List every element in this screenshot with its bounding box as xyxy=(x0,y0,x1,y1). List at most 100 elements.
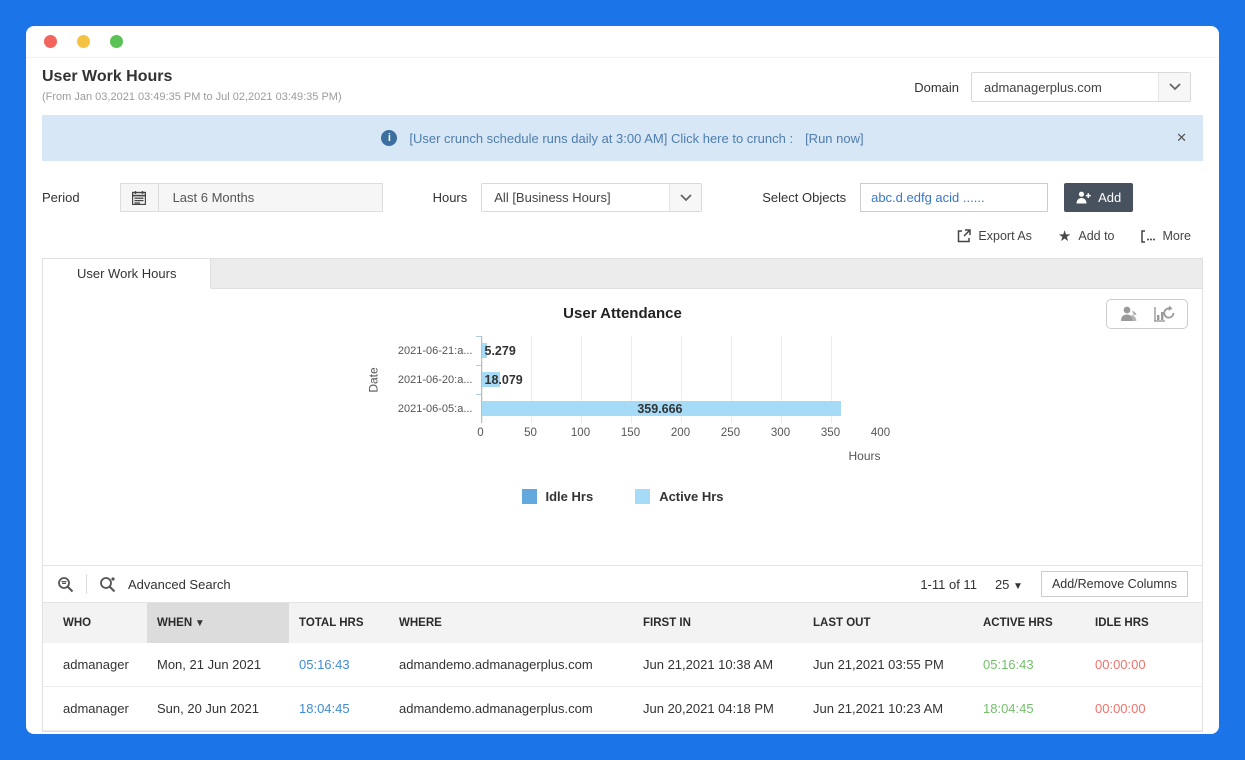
x-tick-label: 400 xyxy=(870,427,891,439)
legend-label: Active Hrs xyxy=(659,489,724,504)
tab-strip: User Work Hours xyxy=(43,259,1202,289)
x-tick-label: 0 xyxy=(477,427,484,439)
cell-idle_hrs: 00:00:00 xyxy=(1085,642,1202,687)
search-icon[interactable] xyxy=(57,576,74,593)
legend-swatch xyxy=(635,489,651,504)
chart-title: User Attendance xyxy=(563,305,682,322)
tab-user-work-hours[interactable]: User Work Hours xyxy=(43,259,212,289)
minimize-window-icon[interactable] xyxy=(77,35,90,48)
bar-value-label: 359.666 xyxy=(637,401,683,416)
period-picker[interactable]: Last 6 Months xyxy=(119,183,383,212)
column-header-active_hrs[interactable]: ACTIVE HRS xyxy=(973,602,1085,643)
x-axis-tick-labels: 0 50 100 150 200 250 300 350 400 xyxy=(477,427,890,443)
cell-active_hrs: 05:16:43 xyxy=(973,642,1085,687)
column-header-when[interactable]: WHEN ▼ xyxy=(147,602,289,643)
column-header-who[interactable]: WHO xyxy=(43,602,147,643)
tab-label: User Work Hours xyxy=(77,266,177,281)
cell-first_in: Jun 20,2021 04:18 PM xyxy=(633,686,803,731)
hours-select[interactable]: All [Business Hours] xyxy=(481,183,703,212)
banner-message: [User crunch schedule runs daily at 3:00… xyxy=(409,130,794,146)
table-header-row: WHO WHEN ▼ TOTAL HRS WHERE FIRST IN LAST OUT A… xyxy=(43,602,1202,643)
period-value: Last 6 Months xyxy=(172,190,255,205)
bar: 18.079 xyxy=(481,372,523,387)
person-add-icon xyxy=(1076,191,1091,204)
more-label: More xyxy=(1162,229,1191,243)
bar: 359.666 xyxy=(481,401,842,416)
x-tick-label: 100 xyxy=(570,427,591,439)
report-date-range: (From Jan 03,2021 03:49:35 PM to Jul 02,… xyxy=(42,91,342,103)
y-axis-tick-labels: 2021-06-21:a... 2021-06-20:a... 2021-06-05… xyxy=(383,336,481,423)
legend-label: Idle Hrs xyxy=(545,489,594,504)
column-header-last_out[interactable]: LAST OUT xyxy=(803,602,973,643)
calendar-icon xyxy=(121,184,159,211)
column-header-first_in[interactable]: FIRST IN xyxy=(633,602,803,643)
cell-first_in: Jun 21,2021 10:38 AM xyxy=(633,642,803,687)
select-objects-label: Select Objects xyxy=(762,190,847,205)
legend-swatch xyxy=(521,489,537,504)
chart-toolbar xyxy=(1106,299,1188,329)
table-row[interactable]: admanager Sun, 20 Jun 2021 18:04:45 admande… xyxy=(43,686,1202,731)
plot-area: 5.279 18.079 359.666 xyxy=(480,336,881,423)
bar-value-label: 5.279 xyxy=(484,343,516,358)
chart-section: User Attendance Date 2021-06-21:a... 2021… xyxy=(43,289,1202,565)
add-objects-button[interactable]: Add xyxy=(1064,183,1134,212)
bar: 5.279 xyxy=(481,343,516,358)
table-toolbar: Advanced Search 1-11 of 11 25 ▼ Add/Remo… xyxy=(43,565,1202,602)
pagination-info: 1-11 of 11 xyxy=(920,576,977,592)
x-tick-label: 150 xyxy=(620,427,641,439)
cell-idle_hrs: 00:00:00 xyxy=(1085,686,1202,731)
cell-when: Mon, 21 Jun 2021 xyxy=(147,642,289,687)
x-tick-label: 200 xyxy=(670,427,691,439)
maximize-window-icon[interactable] xyxy=(110,35,123,48)
more-button[interactable]: More xyxy=(1140,229,1191,243)
cell-who: admanager xyxy=(43,642,147,687)
cell-when: Sun, 20 Jun 2021 xyxy=(147,686,289,731)
more-icon xyxy=(1140,229,1156,243)
user-attendance-chart: Date 2021-06-21:a... 2021-06-20:a... 2021-… xyxy=(365,336,890,504)
period-label: Period xyxy=(42,190,80,205)
cell-active_hrs: 18:04:45 xyxy=(973,686,1085,731)
advanced-search-label[interactable]: Advanced Search xyxy=(128,576,231,592)
select-objects-input[interactable] xyxy=(860,183,1049,212)
chevron-down-icon xyxy=(669,184,702,211)
x-tick-label: 350 xyxy=(820,427,841,439)
crunch-info-banner: i [User crunch schedule runs daily at 3:… xyxy=(42,115,1203,161)
legend-item[interactable]: Idle Hrs xyxy=(521,489,594,504)
domain-selected-value: admanagerplus.com xyxy=(984,79,1102,95)
export-as-button[interactable]: Export As xyxy=(957,229,1032,243)
page-size-select[interactable]: 25 ▼ xyxy=(995,577,1023,592)
column-header-idle_hrs[interactable]: IDLE HRS xyxy=(1085,602,1202,643)
x-axis-label: Hours xyxy=(848,449,881,463)
table-row[interactable]: admanager Mon, 21 Jun 2021 05:16:43 admande… xyxy=(43,642,1202,687)
bar-value-label: 18.079 xyxy=(484,372,523,387)
table-body: admanager Mon, 21 Jun 2021 05:16:43 admande… xyxy=(43,642,1202,731)
page-size-value: 25 xyxy=(994,576,1010,592)
x-tick-label: 300 xyxy=(770,427,791,439)
toolbar-divider xyxy=(86,574,87,594)
chart-refresh-icon[interactable] xyxy=(1153,305,1175,323)
chevron-down-icon xyxy=(1158,73,1190,101)
add-to-label: Add to xyxy=(1078,229,1115,243)
user-summary-view-icon[interactable] xyxy=(1119,305,1139,323)
run-now-link[interactable]: [Run now] xyxy=(805,130,864,146)
close-window-icon[interactable] xyxy=(44,35,57,48)
cell-who: admanager xyxy=(43,686,147,731)
cell-last_out: Jun 21,2021 10:23 AM xyxy=(803,686,973,731)
filter-bar: Period Last 6 Months Hours All [Business… xyxy=(42,183,1191,212)
legend-item[interactable]: Active Hrs xyxy=(635,489,724,504)
cell-where: admandemo.admanagerplus.com xyxy=(389,642,633,687)
y-tick-label: 2021-06-05:a... xyxy=(383,394,481,423)
domain-label: Domain xyxy=(914,79,959,95)
advanced-search-icon[interactable] xyxy=(99,576,116,593)
y-tick-label: 2021-06-20:a... xyxy=(383,365,481,394)
column-header-where[interactable]: WHERE xyxy=(389,602,633,643)
domain-select[interactable]: admanagerplus.com xyxy=(971,72,1191,102)
add-remove-columns-button[interactable]: Add/Remove Columns xyxy=(1040,571,1188,597)
hours-selected-value: All [Business Hours] xyxy=(494,190,611,205)
add-to-button[interactable]: ★ Add to xyxy=(1058,229,1115,244)
y-tick-label: 2021-06-21:a... xyxy=(383,336,481,365)
close-icon[interactable]: ✕ xyxy=(1176,130,1187,145)
column-header-total_hrs[interactable]: TOTAL HRS xyxy=(289,602,389,643)
work-hours-table: WHO WHEN ▼ TOTAL HRS WHERE FIRST IN LAST OUT A… xyxy=(43,602,1202,731)
hours-label: Hours xyxy=(432,190,468,205)
